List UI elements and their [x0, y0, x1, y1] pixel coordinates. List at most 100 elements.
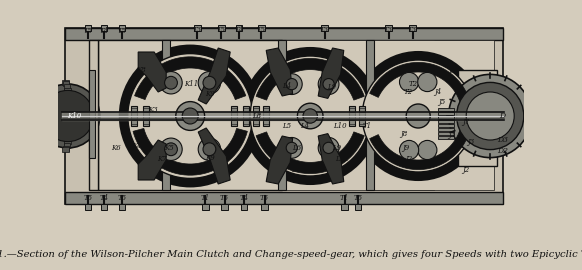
Bar: [236, 25, 242, 31]
Text: T5: T5: [83, 27, 93, 35]
Bar: [119, 204, 125, 210]
Text: T5: T5: [217, 26, 226, 33]
Bar: [366, 40, 374, 190]
Polygon shape: [266, 48, 293, 96]
Circle shape: [42, 90, 93, 141]
Bar: [101, 25, 107, 31]
Circle shape: [362, 60, 474, 172]
Text: T1: T1: [340, 194, 349, 202]
Circle shape: [282, 137, 302, 158]
Text: J2: J2: [463, 166, 470, 174]
Bar: [342, 204, 348, 210]
Bar: [62, 147, 69, 152]
Circle shape: [120, 46, 261, 186]
Circle shape: [198, 138, 221, 160]
Text: T4: T4: [100, 27, 108, 35]
Bar: [221, 204, 228, 210]
Text: K3: K3: [148, 106, 158, 114]
Bar: [261, 204, 268, 210]
Bar: [65, 94, 71, 99]
Text: D2: D2: [496, 147, 508, 155]
Bar: [65, 139, 71, 144]
Bar: [65, 28, 503, 40]
Circle shape: [399, 72, 418, 92]
Circle shape: [203, 76, 216, 89]
Text: T3: T3: [408, 26, 417, 33]
Text: D3: D3: [496, 136, 508, 144]
Bar: [202, 204, 208, 210]
Text: FIG. 11.—Section of the Wilson-Pilcher Main Clutch and Change-speed-gear, which : FIG. 11.—Section of the Wilson-Pilcher M…: [0, 250, 582, 259]
Circle shape: [449, 75, 532, 158]
Text: T3: T3: [320, 26, 329, 33]
Text: T4: T4: [100, 194, 108, 202]
Bar: [438, 136, 454, 139]
Bar: [62, 80, 69, 85]
Text: J8: J8: [400, 130, 407, 138]
Circle shape: [128, 54, 253, 178]
Circle shape: [36, 84, 100, 148]
Text: K5: K5: [164, 144, 173, 152]
Circle shape: [418, 140, 437, 160]
Bar: [263, 106, 269, 126]
Text: T1: T1: [363, 122, 371, 130]
Text: K9: K9: [205, 154, 215, 162]
Bar: [143, 106, 150, 126]
Text: T5: T5: [83, 194, 93, 202]
Text: J9: J9: [402, 144, 409, 152]
Text: J3: J3: [448, 131, 456, 139]
Bar: [65, 126, 72, 130]
Bar: [119, 25, 125, 31]
Bar: [438, 132, 454, 135]
Bar: [63, 146, 69, 151]
Text: K4: K4: [132, 141, 141, 150]
Text: T4: T4: [235, 26, 243, 33]
Bar: [162, 40, 170, 190]
Text: L6: L6: [292, 144, 301, 152]
Bar: [458, 70, 496, 166]
Bar: [63, 81, 69, 86]
Text: K6: K6: [111, 144, 120, 152]
Bar: [65, 133, 71, 137]
Text: T5: T5: [118, 194, 127, 202]
Bar: [240, 204, 247, 210]
Bar: [194, 25, 201, 31]
Text: K10: K10: [67, 112, 81, 120]
Circle shape: [303, 109, 317, 123]
Bar: [131, 106, 137, 126]
Polygon shape: [198, 48, 230, 104]
Bar: [438, 112, 454, 115]
Circle shape: [323, 142, 334, 153]
Circle shape: [165, 143, 178, 156]
Text: K8: K8: [137, 66, 146, 74]
Text: D: D: [499, 112, 505, 120]
Polygon shape: [370, 62, 470, 104]
Bar: [88, 40, 98, 190]
Polygon shape: [318, 134, 344, 184]
Bar: [84, 25, 91, 31]
Bar: [88, 70, 95, 158]
Polygon shape: [198, 128, 230, 184]
Text: J5: J5: [439, 97, 446, 106]
Text: T2: T2: [404, 88, 413, 96]
Polygon shape: [256, 58, 364, 100]
Circle shape: [318, 74, 339, 94]
Bar: [101, 204, 107, 210]
Circle shape: [286, 79, 297, 90]
Circle shape: [297, 103, 323, 129]
Text: T4: T4: [239, 194, 249, 202]
Circle shape: [198, 72, 221, 94]
Bar: [65, 102, 72, 106]
Circle shape: [176, 102, 205, 130]
Circle shape: [182, 108, 198, 124]
Polygon shape: [370, 124, 471, 170]
Text: J2: J2: [405, 155, 412, 163]
Circle shape: [354, 52, 482, 180]
Bar: [438, 108, 454, 111]
Text: J4: J4: [434, 88, 441, 96]
Polygon shape: [133, 129, 247, 175]
Bar: [321, 25, 328, 31]
Text: T5: T5: [260, 194, 269, 202]
Circle shape: [203, 143, 216, 156]
Circle shape: [406, 104, 430, 128]
Text: L9: L9: [327, 83, 336, 91]
